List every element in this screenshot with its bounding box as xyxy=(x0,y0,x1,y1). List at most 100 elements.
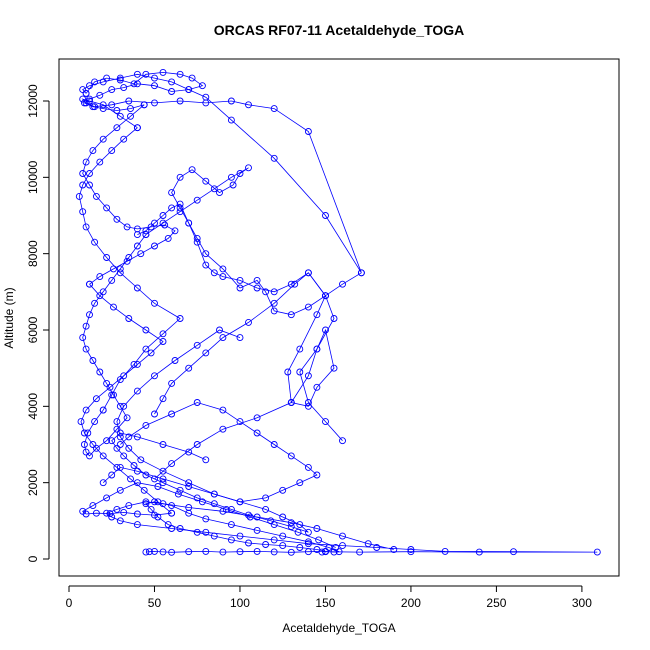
data-point xyxy=(339,437,346,445)
data-point xyxy=(236,548,244,556)
data-point xyxy=(80,99,88,107)
data-point xyxy=(159,548,167,556)
data-point xyxy=(168,460,176,468)
data-point xyxy=(270,548,278,556)
data-point xyxy=(125,97,133,105)
data-point xyxy=(185,448,193,456)
data-point xyxy=(151,475,158,483)
data-point xyxy=(133,80,141,88)
data-point xyxy=(99,406,107,414)
data-point xyxy=(151,511,158,519)
data-point xyxy=(91,299,99,307)
data-point xyxy=(284,368,292,376)
data-point xyxy=(322,326,329,334)
data-point xyxy=(253,284,261,292)
data-point xyxy=(185,548,193,556)
data-point xyxy=(219,425,227,433)
data-point xyxy=(287,280,295,288)
data-point xyxy=(202,93,210,101)
data-point xyxy=(79,170,87,177)
data-point xyxy=(168,410,176,418)
data-point xyxy=(99,452,107,460)
data-point xyxy=(103,509,111,517)
data-point xyxy=(140,101,148,109)
data-point xyxy=(116,376,124,384)
data-point xyxy=(475,548,483,556)
data-point xyxy=(253,526,261,534)
data-point xyxy=(89,357,97,364)
data-point xyxy=(193,238,201,246)
data-point xyxy=(133,387,141,395)
data-point xyxy=(92,192,100,200)
data-point xyxy=(270,536,278,544)
data-point xyxy=(103,204,111,212)
data-point xyxy=(253,414,261,422)
data-point xyxy=(82,448,90,456)
data-point xyxy=(127,112,134,120)
data-point xyxy=(236,276,244,284)
data-point xyxy=(229,181,237,189)
data-point xyxy=(202,177,210,185)
data-point xyxy=(116,441,124,448)
data-point xyxy=(159,212,167,219)
data-point xyxy=(227,521,235,529)
data-point xyxy=(304,128,312,135)
x-tick-label: 200 xyxy=(401,596,421,610)
data-point xyxy=(77,418,85,426)
data-point xyxy=(96,273,104,281)
data-point xyxy=(123,414,131,422)
data-point xyxy=(373,544,381,551)
data-point xyxy=(176,200,184,208)
data-point xyxy=(142,498,150,506)
data-point xyxy=(147,505,155,513)
data-point xyxy=(133,433,141,441)
data-point xyxy=(210,500,218,508)
data-point xyxy=(322,548,329,556)
data-point xyxy=(79,86,87,94)
data-point xyxy=(137,250,145,258)
data-point xyxy=(270,299,278,307)
data-point xyxy=(108,437,116,445)
data-point xyxy=(245,539,252,547)
data-point xyxy=(330,364,338,372)
data-point xyxy=(236,284,244,292)
data-point xyxy=(125,444,133,452)
data-point xyxy=(159,441,167,448)
data-point xyxy=(222,505,230,513)
data-point xyxy=(99,135,107,143)
plot-frame xyxy=(58,58,620,577)
data-point xyxy=(116,486,124,494)
data-point xyxy=(304,540,312,548)
data-point xyxy=(159,475,167,483)
data-point xyxy=(164,521,172,529)
data-point xyxy=(125,502,133,510)
data-point xyxy=(176,525,184,532)
data-point xyxy=(168,204,176,212)
data-point xyxy=(116,74,124,82)
data-point xyxy=(188,74,196,82)
plot-lines xyxy=(78,71,598,553)
series-line-6 xyxy=(137,203,343,441)
data-point xyxy=(279,542,287,550)
data-point xyxy=(270,154,278,162)
data-point xyxy=(339,542,346,550)
data-point xyxy=(291,280,299,288)
data-point xyxy=(92,395,100,403)
data-point xyxy=(253,513,261,521)
data-point xyxy=(210,185,218,193)
data-point xyxy=(227,97,235,105)
data-point xyxy=(151,372,158,380)
data-point xyxy=(253,276,261,284)
data-point xyxy=(245,511,252,519)
data-point xyxy=(159,479,167,487)
data-point xyxy=(313,345,321,353)
data-point xyxy=(145,548,153,556)
data-point xyxy=(103,74,111,82)
data-point xyxy=(193,399,201,406)
data-point xyxy=(322,418,329,426)
x-tick-label: 0 xyxy=(66,596,73,610)
data-point xyxy=(116,112,124,120)
data-point xyxy=(236,498,244,506)
data-point xyxy=(161,221,169,229)
series-line-11 xyxy=(83,71,204,111)
